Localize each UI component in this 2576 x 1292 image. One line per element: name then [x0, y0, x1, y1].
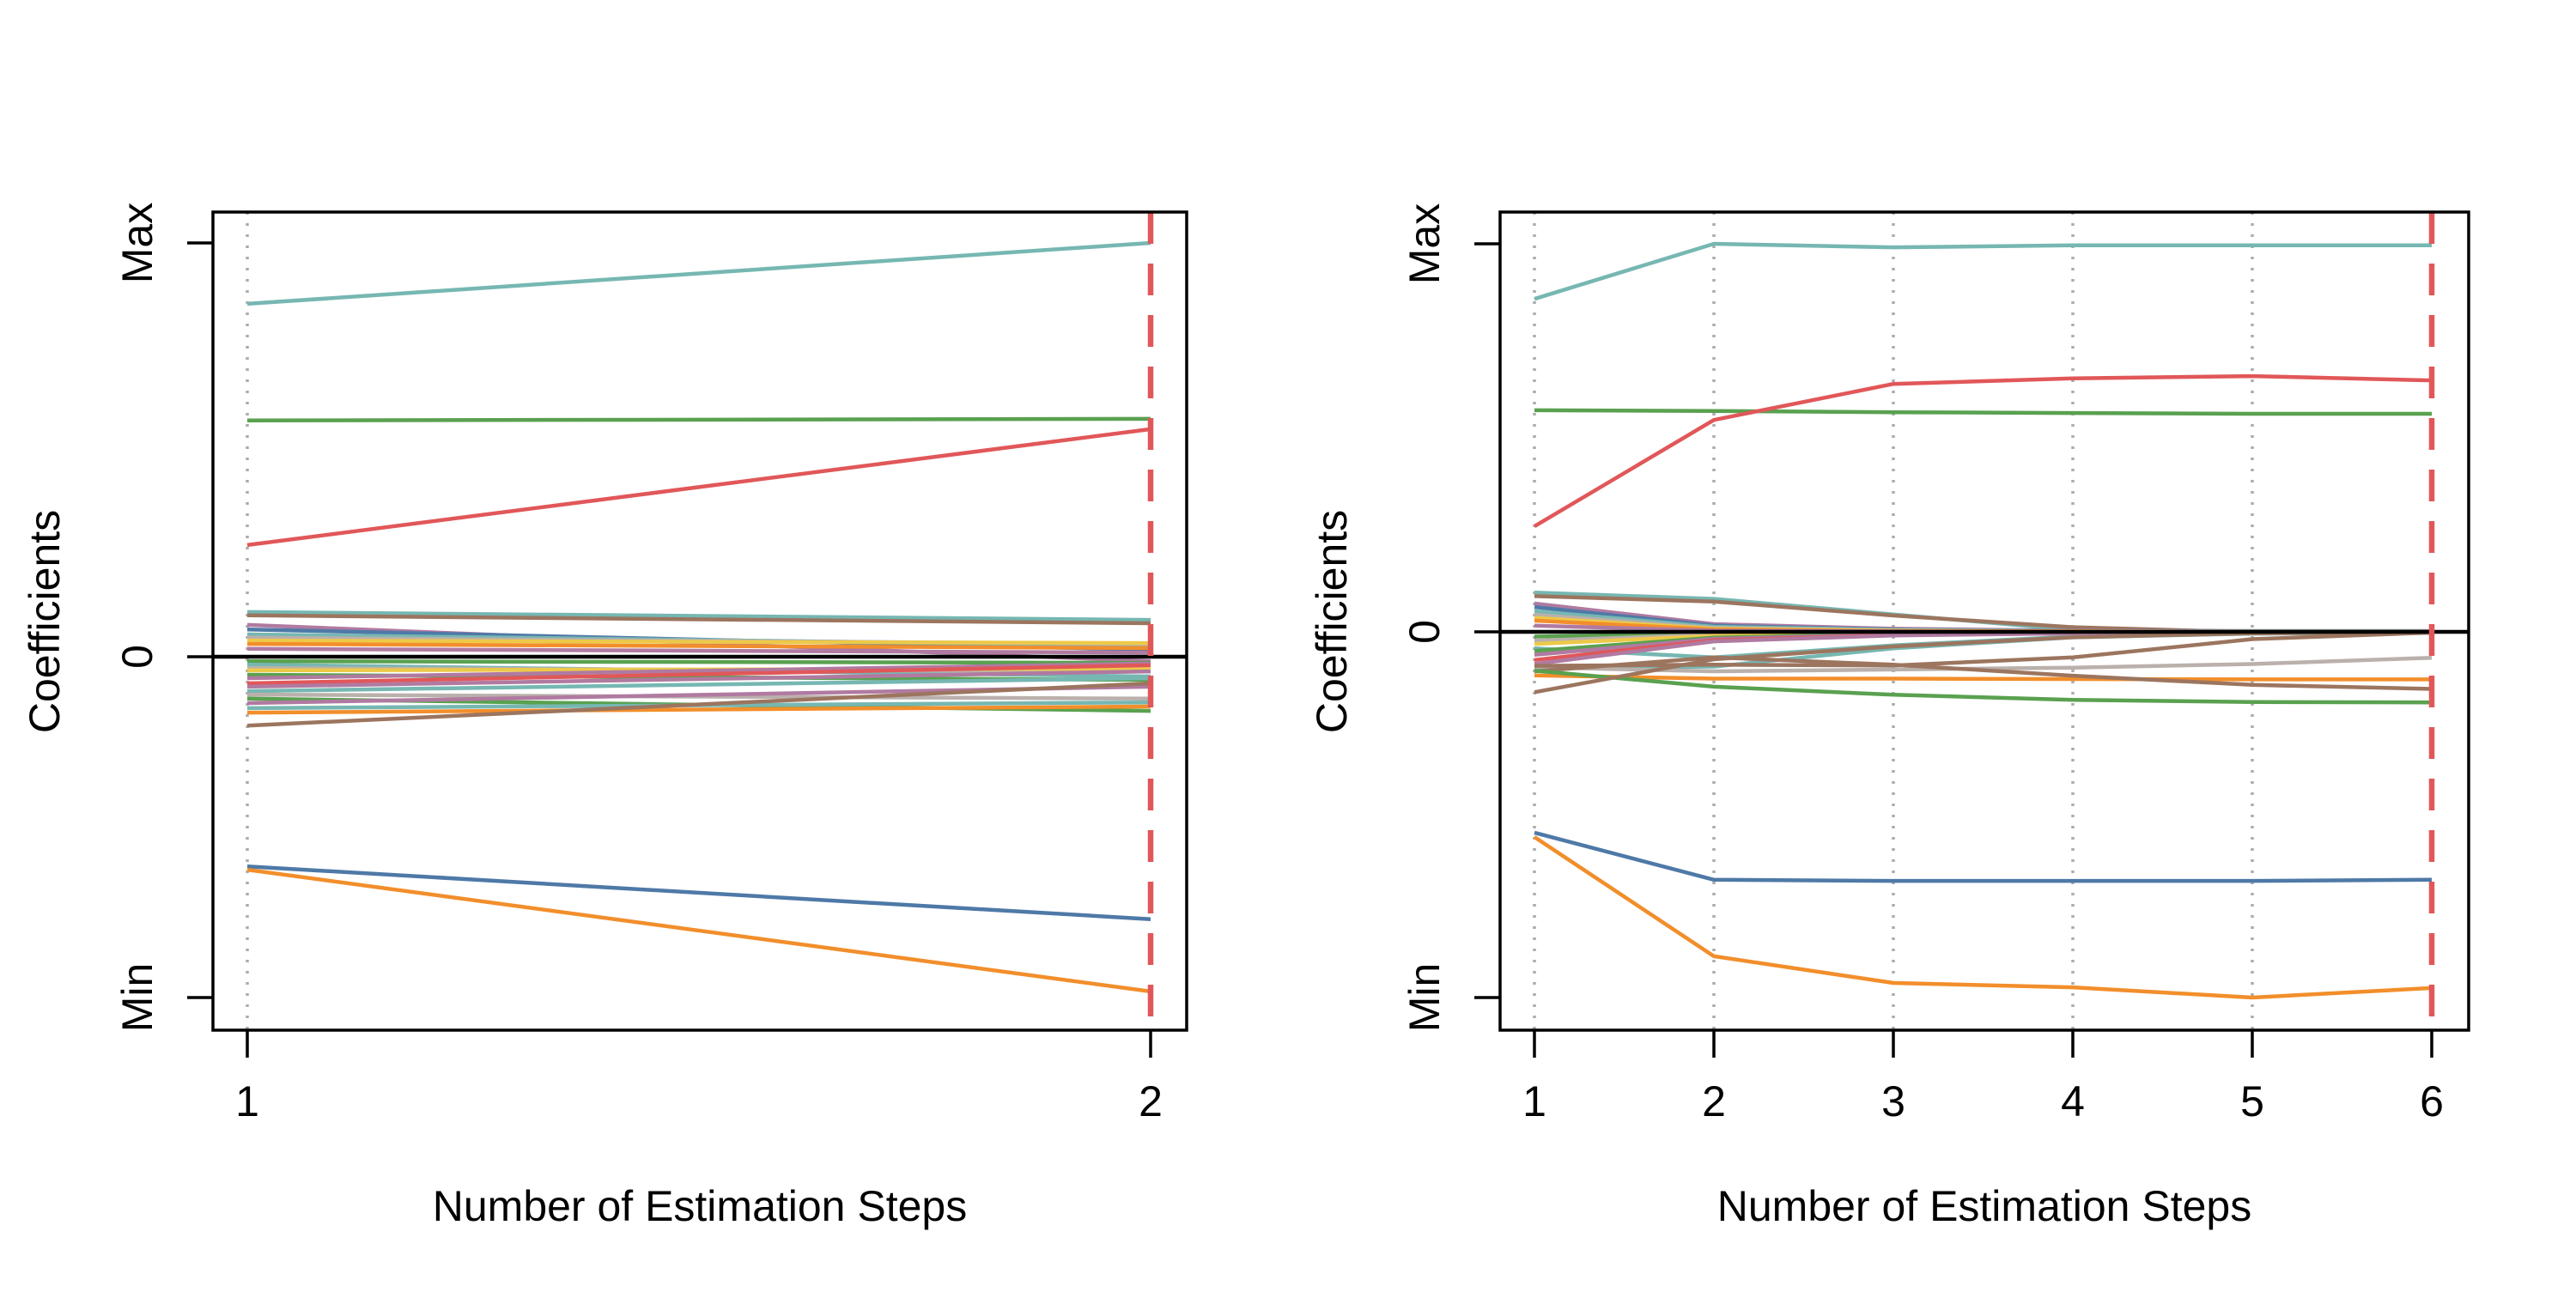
left-series-line [246, 416, 1151, 423]
right-series-line [1534, 655, 2433, 691]
left-series-line [246, 669, 1151, 689]
right-xtick-label: 5 [2240, 1077, 2264, 1125]
left-series-line [246, 613, 1151, 626]
right-xtick-label: 6 [2420, 1077, 2444, 1125]
right-series-line [1533, 373, 2433, 529]
right-plot-xtick-labels: 1 2 3 4 5 6 [1522, 1077, 2444, 1125]
right-series-line [1534, 668, 2433, 705]
left-ytick-min-label: Min [113, 963, 161, 1033]
right-xtick-label: 3 [1881, 1077, 1905, 1125]
left-series-line [246, 867, 1151, 994]
left-x-axis-title: Number of Estimation Steps [433, 1182, 968, 1230]
left-xtick-label: 1 [235, 1077, 259, 1125]
left-series-line [246, 427, 1151, 548]
right-xtick-label: 2 [1702, 1077, 1726, 1125]
left-series-line [246, 864, 1151, 921]
right-xtick-label: 1 [1522, 1077, 1546, 1125]
right-y-axis-title: Coefficients [1308, 510, 1356, 733]
left-series-line [246, 240, 1151, 306]
left-series-line [246, 681, 1151, 728]
left-plot-series [246, 240, 1151, 994]
left-series-line [246, 658, 1151, 665]
left-series-line [246, 661, 1151, 681]
left-ytick-max-label: Max [113, 203, 161, 283]
left-plot-ticks [187, 241, 1152, 1058]
left-series-line [246, 610, 1151, 622]
left-y-axis-title: Coefficients [21, 510, 69, 733]
left-series-line [246, 646, 1151, 655]
right-x-axis-title: Number of Estimation Steps [1717, 1182, 2252, 1230]
right-ytick-max-label: Max [1400, 203, 1449, 284]
right-plot: 1 2 3 4 5 6 Max 0 Min Coefficients Number of … [1308, 203, 2470, 1230]
left-series-line [246, 704, 1151, 715]
right-plot-series [1533, 241, 2433, 1000]
left-series-line [246, 638, 1151, 646]
right-xtick-label: 4 [2061, 1077, 2085, 1125]
right-ytick-min-label: Min [1400, 963, 1449, 1033]
left-ytick-zero-label: 0 [113, 645, 161, 669]
right-plot-box [1498, 210, 2470, 1032]
right-series-line [1534, 241, 2432, 301]
right-series-line [1534, 830, 2433, 883]
right-plot-gridlines [1533, 212, 2254, 1030]
right-series-line [1534, 408, 2432, 416]
left-series-line [246, 663, 1151, 686]
right-series-line [1533, 835, 2433, 1000]
right-series-line [1534, 673, 2432, 682]
left-plot-box [211, 210, 1188, 1032]
right-ytick-zero-label: 0 [1400, 620, 1449, 644]
left-xtick-label: 2 [1139, 1077, 1163, 1125]
right-plot-ticks [1474, 242, 2433, 1058]
left-series-line [246, 676, 1151, 694]
left-series-line [246, 641, 1151, 651]
